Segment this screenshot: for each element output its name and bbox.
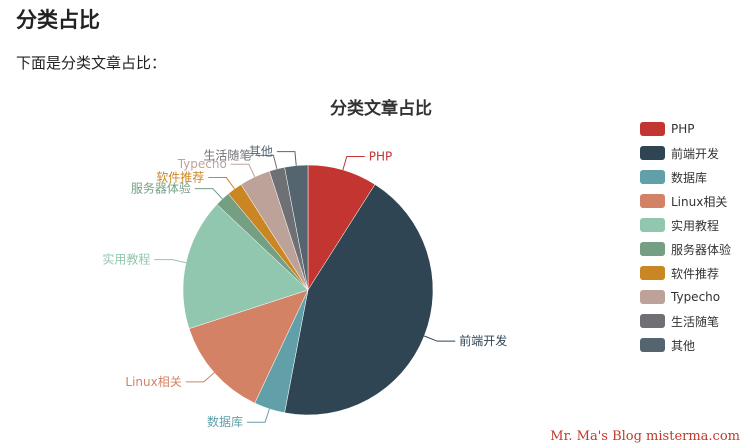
- slice-label-9: 其他: [249, 145, 273, 159]
- legend-item-0[interactable]: PHP: [640, 117, 731, 141]
- legend-swatch-0: [640, 122, 665, 136]
- legend-swatch-5: [640, 242, 665, 256]
- watermark: Mr. Ma's Blog misterma.com: [550, 429, 740, 444]
- legend-label-6: 软件推荐: [671, 266, 720, 281]
- pie-slice-4[interactable]: [182, 204, 309, 329]
- legend-swatch-7: [640, 290, 665, 304]
- pie-slice-1[interactable]: [284, 184, 434, 416]
- chart-legend: PHP 前端开发数据库 Linux相关 实用教程服务器体验软件推荐 Typecho 生活随…: [640, 117, 731, 357]
- leader-line-7: [230, 163, 256, 178]
- slice-label-1: 前端开发: [459, 333, 507, 348]
- leader-line-1: [424, 335, 456, 342]
- leader-line-9: [276, 151, 297, 166]
- legend-item-4[interactable]: 实用教程: [640, 213, 731, 237]
- slice-label-2: 数据库: [207, 414, 243, 429]
- slice-label-5: 服务器体验: [131, 181, 191, 196]
- slice-label-3: Linux相关: [125, 375, 181, 389]
- leader-line-6: [208, 177, 235, 190]
- legend-label-0: PHP: [671, 122, 695, 136]
- legend-item-6[interactable]: 软件推荐: [640, 261, 731, 285]
- legend-item-1[interactable]: 前端开发: [640, 141, 731, 165]
- pie-slice-3[interactable]: [188, 289, 309, 404]
- leader-line-3: [185, 372, 215, 383]
- legend-swatch-2: [640, 170, 665, 184]
- legend-label-1: 前端开发: [671, 146, 720, 161]
- leader-line-4: [154, 259, 187, 264]
- legend-label-8: 生活随笔: [671, 314, 720, 329]
- legend-item-7[interactable]: Typecho: [640, 285, 731, 309]
- legend-item-9[interactable]: 其他: [640, 333, 731, 357]
- legend-item-5[interactable]: 服务器体验: [640, 237, 731, 261]
- slice-label-8: 生活随笔: [203, 147, 251, 162]
- legend-label-9: 其他: [671, 338, 696, 353]
- section-heading: 分类占比: [16, 8, 100, 32]
- legend-swatch-9: [640, 338, 665, 352]
- slice-label-7: Typecho: [177, 157, 227, 171]
- slice-label-4: 实用教程: [102, 252, 150, 267]
- slice-label-6: 软件推荐: [156, 171, 204, 185]
- leader-line-5: [194, 188, 223, 200]
- legend-swatch-3: [640, 194, 665, 208]
- legend-label-3: Linux相关: [671, 194, 728, 209]
- legend-label-4: 实用教程: [671, 218, 720, 233]
- chart-title: 分类文章占比: [330, 98, 432, 119]
- leader-line-8: [255, 154, 278, 170]
- legend-item-3[interactable]: Linux相关: [640, 189, 731, 213]
- leader-line-2: [247, 408, 270, 423]
- legend-swatch-6: [640, 266, 665, 280]
- slice-label-0: PHP: [369, 150, 393, 164]
- legend-swatch-8: [640, 314, 665, 328]
- legend-swatch-4: [640, 218, 665, 232]
- legend-item-8[interactable]: 生活随笔: [640, 309, 731, 333]
- legend-label-5: 服务器体验: [671, 242, 732, 257]
- legend-label-2: 数据库: [671, 170, 708, 185]
- intro-text: 下面是分类文章占比：: [16, 54, 167, 72]
- legend-label-7: Typecho: [671, 290, 721, 304]
- legend-swatch-1: [640, 146, 665, 160]
- legend-item-2[interactable]: 数据库: [640, 165, 731, 189]
- leader-line-0: [342, 156, 365, 171]
